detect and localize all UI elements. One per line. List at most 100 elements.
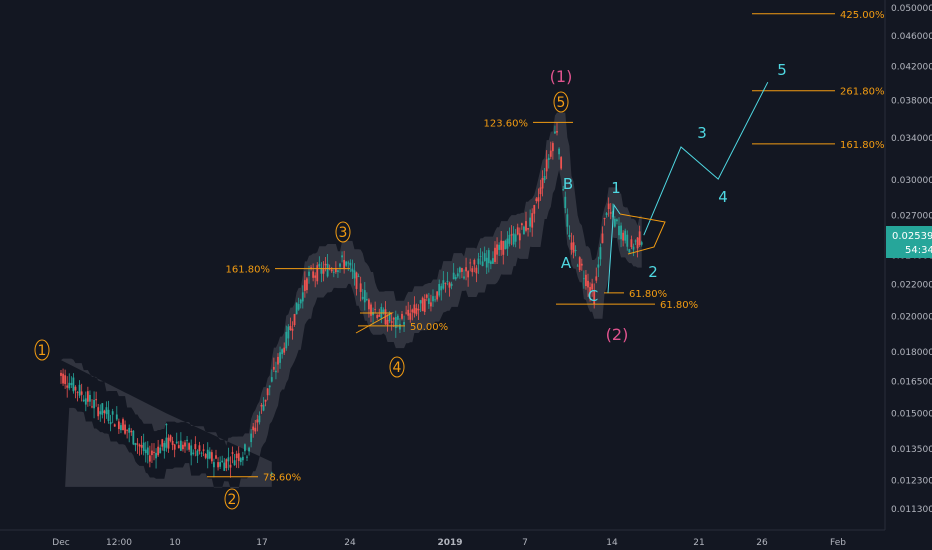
candle <box>266 388 269 401</box>
candle <box>275 361 277 380</box>
candle <box>572 235 575 259</box>
candle <box>285 325 288 351</box>
candle <box>126 429 129 439</box>
candle <box>248 446 250 456</box>
candle <box>448 281 451 297</box>
candle <box>192 449 195 456</box>
candle <box>91 399 93 409</box>
candle <box>233 454 236 466</box>
candle <box>411 308 414 321</box>
time-tick-label: 14 <box>606 538 618 548</box>
candle <box>494 241 496 265</box>
minor-wave-path[interactable] <box>607 203 621 294</box>
candle <box>535 196 538 204</box>
candle <box>454 274 457 281</box>
candle <box>386 314 389 332</box>
candle <box>409 304 412 323</box>
candle <box>157 439 160 457</box>
candle <box>613 216 616 228</box>
candle <box>506 231 509 256</box>
price-tick-label: 0.015000 <box>891 410 932 420</box>
candle <box>140 435 143 455</box>
candle <box>496 237 498 264</box>
candle <box>258 411 261 425</box>
candle <box>241 451 244 466</box>
candle <box>148 445 151 468</box>
candle <box>334 261 337 274</box>
triangle-pattern[interactable] <box>619 213 666 255</box>
candle <box>574 245 577 257</box>
candle <box>93 391 95 419</box>
candle <box>357 273 360 278</box>
candle <box>235 450 238 468</box>
candle <box>89 390 91 407</box>
candle <box>244 443 246 455</box>
candle <box>66 376 69 398</box>
triangle-pattern[interactable] <box>355 312 394 334</box>
candle <box>86 386 89 407</box>
candle <box>177 441 180 449</box>
candle <box>117 418 120 434</box>
candle <box>295 302 298 315</box>
candle <box>537 188 540 209</box>
candle <box>492 251 494 265</box>
candle <box>291 321 294 340</box>
current-price-label: 0.025397 <box>892 231 932 242</box>
candle <box>159 444 162 454</box>
minor-wave-label: 1 <box>611 179 621 197</box>
candle <box>481 251 484 267</box>
candle <box>122 417 124 431</box>
candle <box>434 295 436 303</box>
price-tick-label: 0.020000 <box>891 313 932 323</box>
candle <box>570 232 573 255</box>
candle <box>128 424 131 443</box>
candle <box>239 456 242 466</box>
price-tick-label: 0.030000 <box>891 176 932 186</box>
candle <box>62 368 64 386</box>
candle <box>74 385 77 399</box>
candle <box>580 258 583 271</box>
svg-text:5: 5 <box>557 95 566 111</box>
candle <box>539 179 542 201</box>
candle <box>560 155 563 171</box>
svg-text:1: 1 <box>38 343 47 359</box>
candle <box>355 271 358 296</box>
candle <box>401 311 403 321</box>
candle <box>531 208 534 237</box>
candle <box>638 225 641 247</box>
candle <box>423 294 426 315</box>
candle <box>392 316 395 328</box>
candle <box>595 267 598 284</box>
candle <box>109 414 112 432</box>
candle <box>609 203 612 220</box>
correction-wave-label: B <box>563 175 573 193</box>
candle <box>169 434 172 443</box>
price-axis[interactable]: 0.050000 0.046000 0.042000 0.038000 0.034000… <box>884 0 932 530</box>
candle <box>396 313 399 328</box>
candle <box>607 197 610 217</box>
minor-wave-label: 4 <box>718 188 728 206</box>
candle <box>202 444 205 457</box>
candle <box>184 440 186 453</box>
time-axis[interactable]: Dec 12:00 10 17 24 2019 7 14 21 26 Feb <box>0 529 885 548</box>
candle <box>452 263 455 280</box>
candle <box>427 292 430 309</box>
candle <box>82 395 85 403</box>
wave-projection-path[interactable] <box>643 81 769 236</box>
candle <box>95 391 98 407</box>
fib-level-label: 61.80% <box>629 289 667 300</box>
candle <box>264 399 267 407</box>
candle <box>353 263 356 286</box>
candle <box>636 237 639 258</box>
wave-label-circled: 4 <box>389 356 405 378</box>
candle <box>582 270 585 289</box>
candle <box>132 429 135 446</box>
candle <box>268 385 271 396</box>
fib-level-label: 78.60% <box>263 473 301 484</box>
candle <box>489 259 492 270</box>
candle <box>188 442 191 452</box>
candle <box>134 442 137 452</box>
candle <box>105 401 108 419</box>
price-tick-label: 0.038000 <box>891 96 932 106</box>
